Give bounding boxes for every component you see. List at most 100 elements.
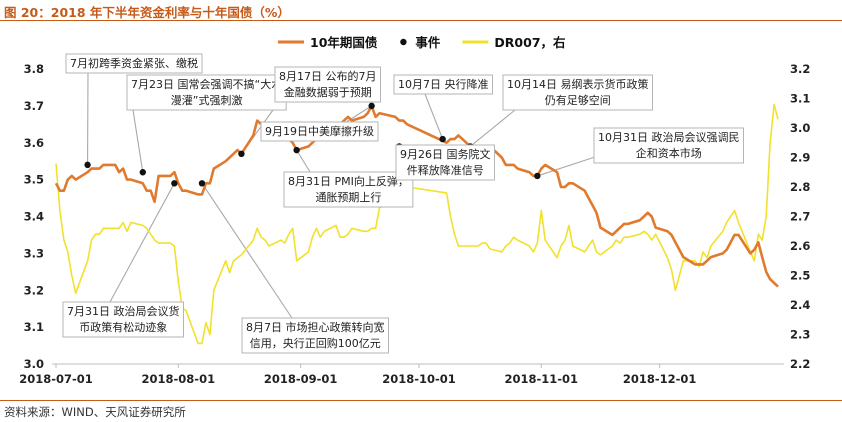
event-markers xyxy=(84,102,541,187)
annotation-box xyxy=(260,121,379,142)
right-y-tick-label: 3.1 xyxy=(790,92,810,106)
right-y-tick-label: 2.9 xyxy=(790,151,810,165)
x-tick-label: 2018-11-01 xyxy=(504,372,578,386)
event-dot xyxy=(439,135,446,143)
event-dot xyxy=(238,150,245,158)
right-y-axis-ticks: 2.2 2.3 2.4 2.5 2.6 2.7 2.8 2.9 3.0 3.1 3.2 xyxy=(790,62,810,371)
annotation-box xyxy=(274,66,381,103)
annotation-text: 8月17日 公布的7月 xyxy=(279,69,377,83)
annotation-text: 件释放降准信号 xyxy=(407,163,484,177)
x-axis-ticks: 2018-07-01 2018-08-01 2018-09-01 2018-10-01… xyxy=(19,364,696,386)
left-y-tick-label: 3.1 xyxy=(24,320,44,334)
right-y-tick-label: 3.0 xyxy=(790,121,810,135)
annotation-box xyxy=(395,144,495,181)
x-tick-label: 2018-07-01 xyxy=(19,372,93,386)
annotation-box xyxy=(62,301,184,338)
event-dot xyxy=(84,161,91,169)
annotation-box xyxy=(502,74,653,111)
left-y-tick-label: 3.5 xyxy=(24,173,44,187)
annotation-text: 金融数据弱于预期 xyxy=(284,85,372,99)
event-annotation: 10月7日 央行降准 xyxy=(393,74,493,95)
event-dot xyxy=(198,180,206,187)
annotation-box xyxy=(65,53,203,74)
annotation-text: 企和资本市场 xyxy=(636,146,702,160)
left-y-tick-label: 3.0 xyxy=(24,357,44,371)
x-tick-label: 2018-10-01 xyxy=(382,372,456,386)
x-tick-label: 2018-08-01 xyxy=(142,372,216,386)
annotation-leader-line xyxy=(109,183,175,303)
annotation-text: 8月7日 市场担心政策转向宽 xyxy=(246,320,385,334)
annotation-text: 币政策有松动迹象 xyxy=(79,320,167,334)
legend-swatch-event xyxy=(400,38,407,46)
left-y-tick-label: 3.7 xyxy=(24,99,44,113)
annotation-box xyxy=(283,171,414,208)
annotation-leader-line xyxy=(132,109,144,173)
event-annotation: 9月19日中美摩擦升级 xyxy=(260,121,379,142)
title-divider xyxy=(0,20,842,21)
annotation-text: 漫灌”式强刺激 xyxy=(171,93,243,107)
chart-title: 图 20：2018 年下半年资金利率与十年国债（%） xyxy=(4,5,290,20)
right-y-tick-label: 2.8 xyxy=(790,180,810,194)
right-y-tick-label: 2.7 xyxy=(790,210,810,224)
annotation-leader-line xyxy=(296,149,311,173)
left-y-tick-label: 3.6 xyxy=(24,136,44,150)
right-y-tick-label: 2.2 xyxy=(790,357,810,371)
event-dot xyxy=(368,102,375,110)
annotation-leader-line xyxy=(201,183,293,319)
annotation-box xyxy=(126,74,287,111)
annotation-box xyxy=(593,127,744,164)
series-line-10y-bond xyxy=(54,104,779,288)
annotation-text: 仍有足够空间 xyxy=(545,93,611,107)
x-tick-label: 2018-12-01 xyxy=(623,372,697,386)
annotation-text: 信用，央行正回购100亿元 xyxy=(250,336,381,350)
event-dot xyxy=(171,180,178,187)
annotation-leader-line xyxy=(469,109,516,147)
right-y-tick-label: 2.5 xyxy=(790,269,810,283)
x-tick-label: 2018-09-01 xyxy=(264,372,338,386)
legend: 10年期国债 事件 DR007，右 xyxy=(278,35,566,50)
annotation-box xyxy=(241,317,389,354)
annotation-text: 7月初跨季资金紧张、缴税 xyxy=(70,56,198,70)
annotation-text: 7月23日 国常会强调不搞“大水 xyxy=(131,77,282,91)
annotation-text: 10月7日 央行降准 xyxy=(398,77,489,91)
legend-label-10y-bond: 10年期国债 xyxy=(310,35,378,50)
event-dot xyxy=(534,172,541,180)
footer-divider xyxy=(0,400,842,401)
left-y-tick-label: 3.8 xyxy=(24,62,44,76)
source-note: 资料来源：WIND、天风证券研究所 xyxy=(4,405,186,419)
left-y-axis-ticks: 3.0 3.1 3.2 3.3 3.4 3.5 3.6 3.7 3.8 xyxy=(24,62,44,371)
event-annotation: 8月31日 PMI向上反弹， 通胀预期上行 xyxy=(283,171,414,208)
right-y-tick-label: 2.4 xyxy=(790,298,810,312)
legend-label-event: 事件 xyxy=(415,35,441,50)
left-y-tick-label: 3.4 xyxy=(24,210,44,224)
right-y-tick-label: 2.3 xyxy=(790,328,810,342)
annotation-text: 7月31日 政治局会议货 xyxy=(67,304,180,318)
event-annotation: 7月初跨季资金紧张、缴税 xyxy=(65,53,203,74)
annotation-text: 8月31日 PMI向上反弹， xyxy=(288,174,409,188)
event-dot xyxy=(293,146,300,154)
axes: 2018-07-01 2018-08-01 2018-09-01 2018-10-01… xyxy=(19,62,810,386)
annotation-leader-line xyxy=(424,93,444,140)
annotation-text: 9月19日中美摩擦升级 xyxy=(265,124,374,138)
annotation-leader-line xyxy=(537,155,599,177)
annotation-text: 通胀预期上行 xyxy=(315,191,381,204)
event-dot xyxy=(139,169,146,176)
annotation-text: 10月14日 易纲表示货币政策 xyxy=(507,77,649,91)
right-y-tick-label: 2.6 xyxy=(790,239,810,253)
right-y-tick-label: 3.2 xyxy=(790,62,810,76)
annotation-text: 10月31日 政治局会议强调民 xyxy=(598,130,740,144)
left-y-tick-label: 3.3 xyxy=(24,246,44,260)
annotation-text: 9月26日 国务院文 xyxy=(400,147,491,161)
legend-label-dr007: DR007，右 xyxy=(494,35,565,50)
left-y-tick-label: 3.2 xyxy=(24,283,44,297)
chart-canvas: 2018-07-01 2018-08-01 2018-09-01 2018-10-01… xyxy=(19,35,810,386)
annotation-box xyxy=(393,74,493,95)
